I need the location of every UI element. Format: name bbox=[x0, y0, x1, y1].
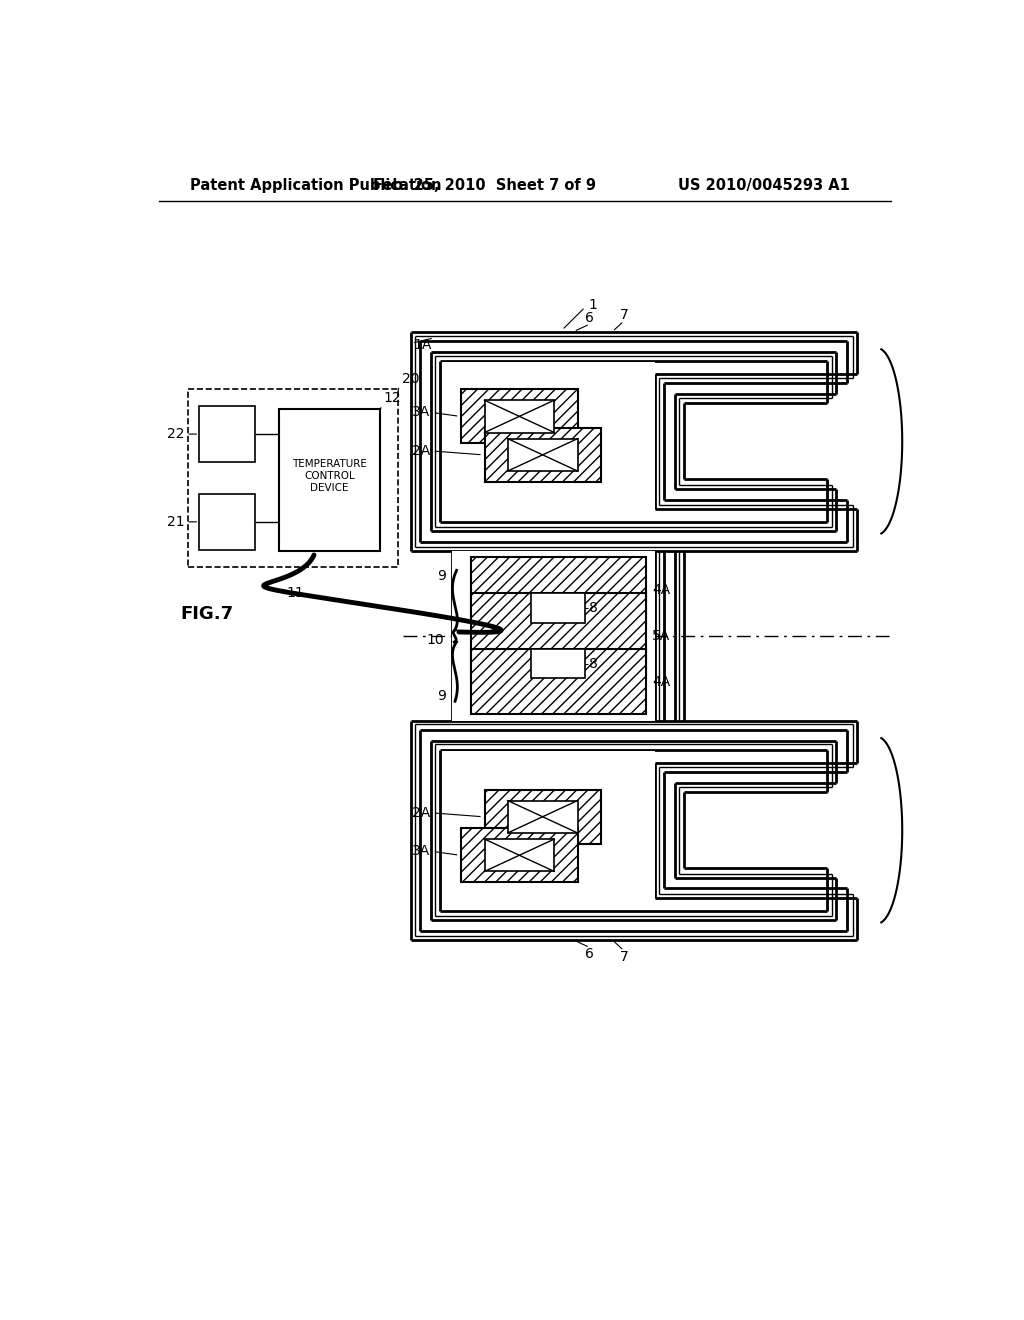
Bar bbox=[508, 438, 578, 471]
Bar bbox=[442, 363, 655, 520]
Text: 21: 21 bbox=[167, 515, 184, 529]
Bar bbox=[280, 409, 380, 552]
Bar bbox=[411, 721, 856, 940]
Text: 4A: 4A bbox=[652, 583, 670, 597]
Text: 6: 6 bbox=[586, 946, 594, 961]
Text: 3A: 3A bbox=[412, 845, 430, 858]
Text: 11: 11 bbox=[287, 586, 304, 601]
Text: 20: 20 bbox=[401, 371, 419, 385]
Bar bbox=[508, 800, 578, 833]
Bar bbox=[531, 594, 586, 623]
Text: Patent Application Publication: Patent Application Publication bbox=[190, 178, 441, 193]
Text: 7: 7 bbox=[620, 308, 629, 322]
Text: 4A: 4A bbox=[652, 675, 670, 689]
Text: 9: 9 bbox=[437, 689, 445, 702]
Bar bbox=[484, 789, 601, 843]
Text: US 2010/0045293 A1: US 2010/0045293 A1 bbox=[678, 178, 850, 193]
Text: 2A: 2A bbox=[412, 807, 430, 820]
Bar bbox=[200, 407, 255, 462]
Text: 8: 8 bbox=[589, 601, 598, 615]
Bar bbox=[461, 389, 578, 444]
Text: 8: 8 bbox=[589, 656, 598, 671]
Bar bbox=[484, 840, 554, 871]
Text: Feb. 25, 2010  Sheet 7 of 9: Feb. 25, 2010 Sheet 7 of 9 bbox=[373, 178, 596, 193]
Bar bbox=[484, 400, 554, 433]
Text: 6: 6 bbox=[586, 310, 594, 325]
Bar bbox=[442, 751, 655, 909]
Bar bbox=[531, 649, 586, 678]
Bar bbox=[188, 389, 397, 566]
Bar bbox=[452, 552, 655, 721]
Bar bbox=[471, 649, 646, 714]
Bar bbox=[411, 331, 856, 552]
Text: TEMPERATURE
CONTROL
DEVICE: TEMPERATURE CONTROL DEVICE bbox=[292, 459, 367, 492]
Text: 1: 1 bbox=[589, 298, 597, 312]
Text: 3A: 3A bbox=[412, 405, 430, 420]
Bar bbox=[471, 557, 646, 623]
Text: 22: 22 bbox=[167, 428, 184, 441]
Bar bbox=[200, 494, 255, 549]
Text: 1A: 1A bbox=[414, 338, 431, 352]
Text: 7: 7 bbox=[620, 950, 629, 964]
Bar bbox=[484, 428, 601, 482]
Text: 5A: 5A bbox=[652, 628, 670, 643]
Bar bbox=[461, 829, 578, 882]
Text: 9: 9 bbox=[437, 569, 445, 582]
Text: 10: 10 bbox=[427, 632, 444, 647]
Text: 12: 12 bbox=[384, 391, 401, 405]
Text: FIG.7: FIG.7 bbox=[180, 606, 233, 623]
Bar bbox=[471, 594, 646, 678]
Text: 2A: 2A bbox=[412, 444, 430, 458]
